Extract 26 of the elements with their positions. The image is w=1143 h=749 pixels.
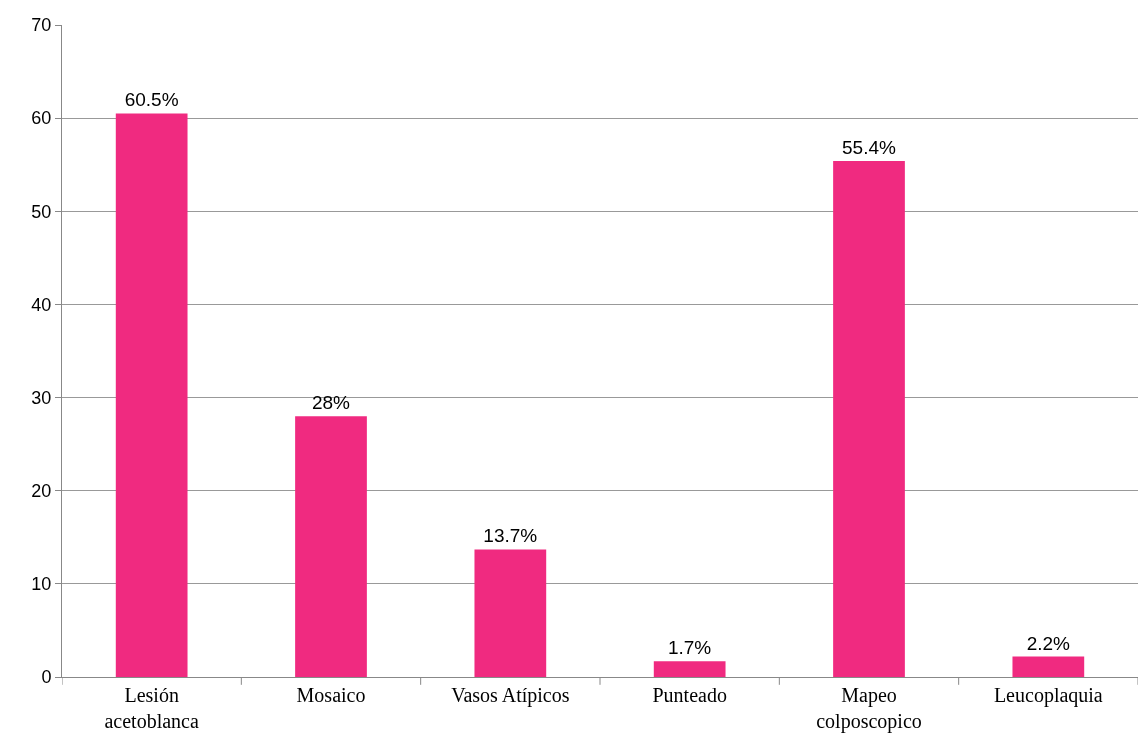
- x-tick-label: Punteado: [652, 684, 727, 706]
- bar: [295, 416, 367, 677]
- y-tick-label: 70: [31, 15, 52, 36]
- x-tick-label: Mosaico: [296, 684, 366, 706]
- data-label: 28%: [311, 392, 351, 414]
- y-tick-label: 30: [31, 387, 52, 408]
- x-tick-label: Lesión acetoblanca: [104, 684, 199, 732]
- bar: [474, 549, 547, 677]
- data-label: 2.2%: [1026, 632, 1071, 654]
- x-tick-label: Vasos Atípicos: [451, 684, 570, 707]
- bar: [833, 160, 905, 677]
- y-tick-label: 0: [41, 667, 52, 688]
- y-tick-label: 40: [31, 294, 52, 315]
- data-label: 13.7%: [483, 525, 538, 547]
- bar: [653, 661, 726, 677]
- x-tick-label: Leucoplaquia: [993, 684, 1103, 707]
- y-tick-label: 20: [31, 481, 52, 502]
- data-label: 1.7%: [667, 637, 712, 659]
- y-tick-label: 60: [31, 108, 52, 129]
- y-tick-label: 10: [31, 574, 52, 595]
- y-tick-label: 50: [31, 201, 52, 222]
- data-label: 60.5%: [124, 89, 179, 111]
- bar: [115, 113, 188, 677]
- x-tick-label: Mapeo colposcopico: [816, 684, 922, 733]
- bar: [1012, 656, 1085, 677]
- data-label: 55.4%: [842, 136, 896, 158]
